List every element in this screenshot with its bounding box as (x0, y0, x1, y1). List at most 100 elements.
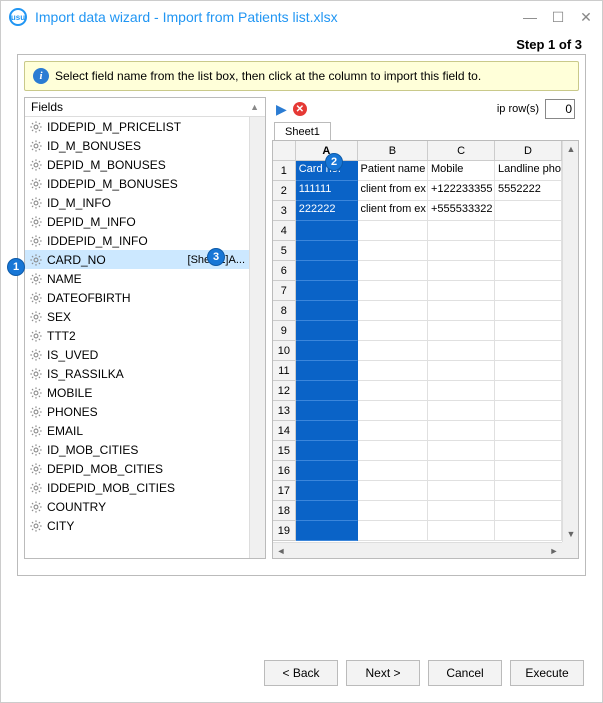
cell[interactable] (358, 281, 428, 301)
cell[interactable] (495, 201, 562, 221)
cell[interactable] (428, 421, 495, 441)
column-header[interactable]: C (428, 141, 495, 161)
cell[interactable] (428, 281, 495, 301)
row-header[interactable]: 8 (273, 301, 296, 321)
cell[interactable] (495, 321, 562, 341)
row-header[interactable]: 17 (273, 481, 296, 501)
cell[interactable] (428, 501, 495, 521)
cell[interactable] (428, 521, 495, 541)
cell[interactable] (495, 361, 562, 381)
horizontal-scrollbar[interactable]: ◄► (273, 542, 562, 558)
cell[interactable] (495, 481, 562, 501)
cell[interactable] (358, 341, 428, 361)
cell[interactable] (358, 461, 428, 481)
cell[interactable] (428, 401, 495, 421)
cell[interactable] (495, 501, 562, 521)
cell[interactable] (428, 301, 495, 321)
field-item[interactable]: ID_MOB_CITIES (25, 440, 249, 459)
sheet-tab[interactable]: Sheet1 (274, 122, 331, 141)
row-header[interactable]: 5 (273, 241, 296, 261)
cell[interactable] (296, 261, 358, 281)
column-header[interactable]: B (358, 141, 428, 161)
scroll-up-icon[interactable]: ▲ (250, 102, 259, 112)
cell[interactable] (358, 441, 428, 461)
cell[interactable] (428, 461, 495, 481)
cell[interactable] (428, 481, 495, 501)
cell[interactable] (296, 401, 358, 421)
cell[interactable]: Patient name (358, 161, 428, 181)
cell[interactable] (296, 321, 358, 341)
field-item[interactable]: DEPID_M_BONUSES (25, 155, 249, 174)
cell[interactable]: Landline phon (495, 161, 562, 181)
field-item[interactable]: ID_M_INFO (25, 193, 249, 212)
play-icon[interactable]: ▶ (276, 101, 287, 118)
cell[interactable] (296, 281, 358, 301)
cell[interactable] (358, 421, 428, 441)
cell[interactable]: +122233355 (428, 181, 495, 201)
row-header[interactable]: 1 (273, 161, 296, 181)
cell[interactable] (428, 381, 495, 401)
maximize-button[interactable]: ☐ (550, 9, 566, 26)
execute-button[interactable]: Execute (510, 660, 584, 686)
cell[interactable] (428, 221, 495, 241)
cell[interactable] (428, 441, 495, 461)
cell[interactable] (495, 341, 562, 361)
vertical-scrollbar[interactable]: ▲▼ (562, 141, 578, 542)
field-item[interactable]: PHONES (25, 402, 249, 421)
cell[interactable] (296, 421, 358, 441)
remove-icon[interactable]: ✕ (293, 102, 307, 116)
cell[interactable] (296, 241, 358, 261)
close-button[interactable]: ✕ (578, 9, 594, 26)
cell[interactable] (358, 381, 428, 401)
cancel-button[interactable]: Cancel (428, 660, 502, 686)
field-item[interactable]: COUNTRY (25, 497, 249, 516)
cell[interactable] (495, 461, 562, 481)
row-header[interactable]: 9 (273, 321, 296, 341)
field-item[interactable]: EMAIL (25, 421, 249, 440)
row-header[interactable]: 2 (273, 181, 296, 201)
field-item[interactable]: ID_M_BONUSES (25, 136, 249, 155)
cell[interactable]: +555533322 (428, 201, 495, 221)
row-header[interactable]: 15 (273, 441, 296, 461)
cell[interactable] (296, 441, 358, 461)
field-item[interactable]: NAME (25, 269, 249, 288)
field-item[interactable]: DEPID_MOB_CITIES (25, 459, 249, 478)
row-header[interactable]: 13 (273, 401, 296, 421)
fields-scrollbar[interactable] (249, 117, 265, 558)
field-item[interactable]: IS_RASSILKA (25, 364, 249, 383)
cell[interactable]: client from ex (358, 201, 428, 221)
cell[interactable] (495, 441, 562, 461)
field-item[interactable]: IDDEPID_M_BONUSES (25, 174, 249, 193)
cell[interactable] (358, 241, 428, 261)
grid[interactable]: ABCD1Card no.Patient nameMobileLandline … (272, 140, 579, 559)
cell[interactable] (358, 481, 428, 501)
cell[interactable] (296, 341, 358, 361)
cell[interactable] (296, 461, 358, 481)
field-item[interactable]: IS_UVED (25, 345, 249, 364)
cell[interactable] (296, 361, 358, 381)
cell[interactable] (358, 501, 428, 521)
skip-rows-input[interactable] (545, 99, 575, 119)
row-header[interactable]: 3 (273, 201, 296, 221)
back-button[interactable]: < Back (264, 660, 338, 686)
cell[interactable] (495, 401, 562, 421)
field-item[interactable]: SEX (25, 307, 249, 326)
cell[interactable] (358, 301, 428, 321)
field-item[interactable]: IDDEPID_M_PRICELIST (25, 117, 249, 136)
cell[interactable] (495, 521, 562, 541)
cell[interactable] (495, 261, 562, 281)
cell[interactable]: client from ex (358, 181, 428, 201)
row-header[interactable]: 19 (273, 521, 296, 541)
cell[interactable] (495, 221, 562, 241)
cell[interactable] (358, 321, 428, 341)
cell[interactable] (495, 241, 562, 261)
cell[interactable] (358, 261, 428, 281)
cell[interactable] (428, 321, 495, 341)
cell[interactable] (296, 501, 358, 521)
cell[interactable] (296, 301, 358, 321)
row-header[interactable]: 4 (273, 221, 296, 241)
row-header[interactable]: 14 (273, 421, 296, 441)
cell[interactable]: 111111 (296, 181, 358, 201)
next-button[interactable]: Next > (346, 660, 420, 686)
cell[interactable] (428, 241, 495, 261)
